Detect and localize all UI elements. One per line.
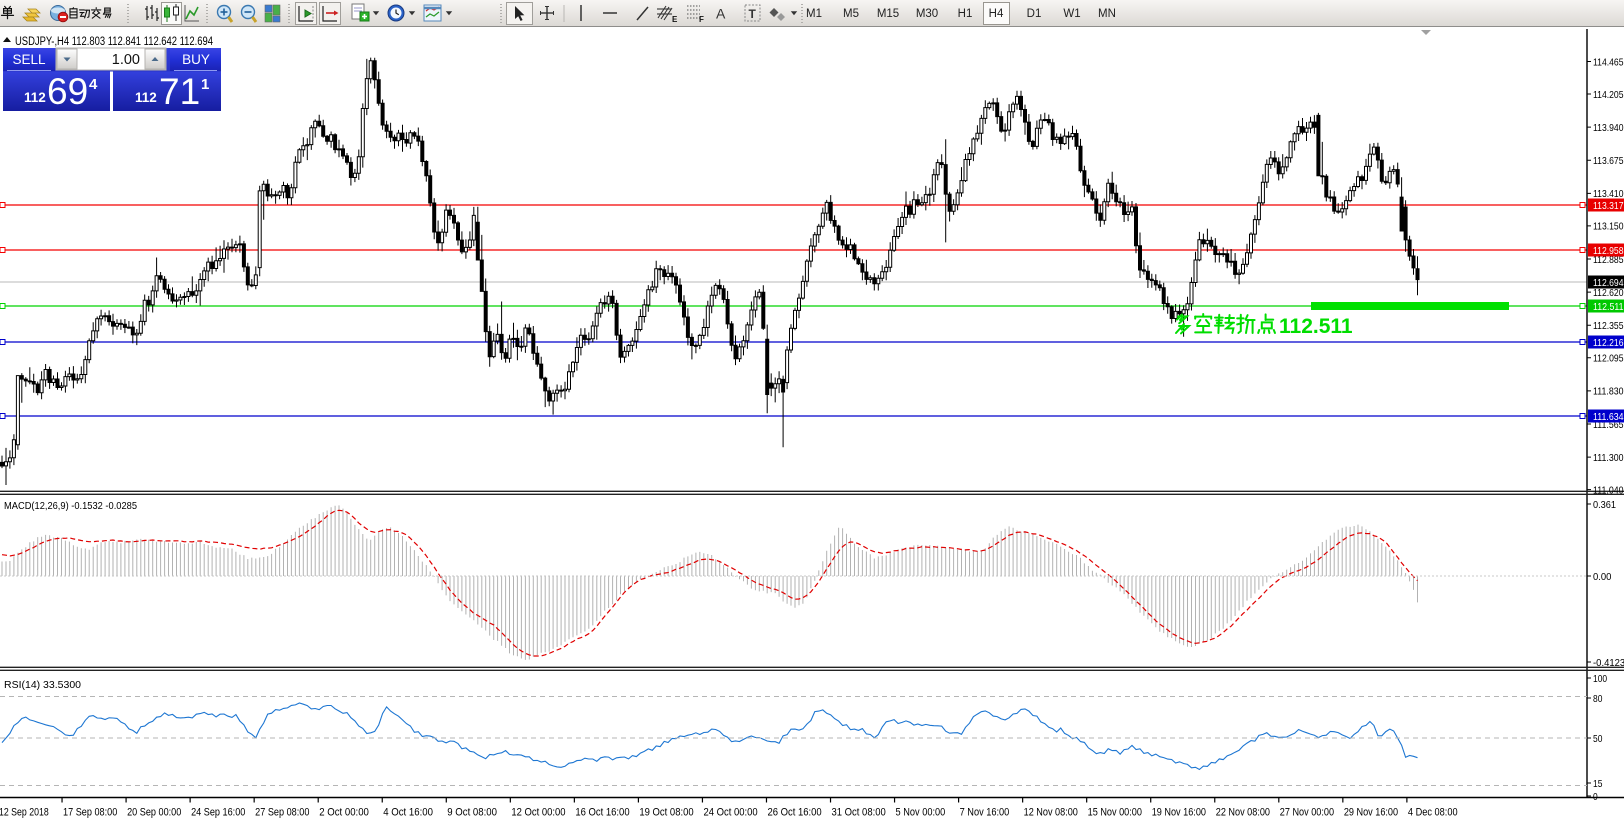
svg-text:5 Nov 00:00: 5 Nov 00:00 (896, 807, 946, 819)
svg-text:113.317: 113.317 (1593, 200, 1624, 212)
svg-text:15 Nov 00:00: 15 Nov 00:00 (1088, 807, 1142, 819)
svg-text:20 Sep 00:00: 20 Sep 00:00 (127, 807, 181, 819)
svg-text:T: T (749, 7, 757, 21)
svg-text:112.355: 112.355 (1593, 320, 1624, 332)
svg-text:MN: MN (1098, 8, 1116, 20)
svg-text:113.675: 113.675 (1593, 155, 1624, 167)
svg-text:24 Oct 00:00: 24 Oct 00:00 (703, 807, 757, 819)
svg-text:MACD(12,26,9) -0.1532 -0.0285: MACD(12,26,9) -0.1532 -0.0285 (4, 500, 137, 512)
svg-text:H1: H1 (958, 8, 973, 20)
svg-text:H4: H4 (989, 8, 1004, 20)
svg-text:113.410: 113.410 (1593, 188, 1624, 200)
svg-text:A: A (716, 6, 726, 22)
svg-text:4: 4 (89, 76, 98, 93)
svg-text:112.885: 112.885 (1593, 254, 1624, 266)
svg-text:50: 50 (1593, 733, 1603, 745)
svg-text:BUY: BUY (182, 52, 210, 67)
svg-text:0.361: 0.361 (1593, 499, 1616, 511)
svg-text:E: E (672, 15, 678, 24)
svg-text:114.205: 114.205 (1593, 89, 1624, 101)
svg-text:2 Oct 00:00: 2 Oct 00:00 (319, 807, 369, 819)
svg-text:12 Oct 00:00: 12 Oct 00:00 (511, 807, 565, 819)
svg-text:4 Oct 16:00: 4 Oct 16:00 (383, 807, 433, 819)
svg-text:112.694: 112.694 (1593, 277, 1624, 289)
svg-text:112.511: 112.511 (1593, 301, 1624, 313)
svg-text:112.216: 112.216 (1593, 337, 1624, 349)
svg-text:M30: M30 (916, 8, 938, 20)
svg-text:31 Oct 08:00: 31 Oct 08:00 (832, 807, 886, 819)
svg-text:16 Oct 16:00: 16 Oct 16:00 (575, 807, 629, 819)
svg-text:111.040: 111.040 (1593, 484, 1624, 496)
svg-text:80: 80 (1593, 693, 1603, 705)
svg-text:0.00: 0.00 (1593, 571, 1612, 583)
svg-text:19 Oct 08:00: 19 Oct 08:00 (639, 807, 693, 819)
svg-text:M1: M1 (806, 8, 822, 20)
svg-text:111.634: 111.634 (1593, 411, 1624, 423)
svg-text:1: 1 (201, 76, 209, 93)
svg-text:26 Oct 16:00: 26 Oct 16:00 (767, 807, 821, 819)
svg-text:100: 100 (1593, 673, 1607, 685)
svg-text:113.940: 113.940 (1593, 122, 1624, 134)
svg-text:113.150: 113.150 (1593, 221, 1624, 233)
svg-text:W1: W1 (1063, 8, 1080, 20)
svg-text:12 Sep 2018: 12 Sep 2018 (0, 807, 49, 819)
svg-text:112.620: 112.620 (1593, 287, 1624, 299)
svg-text:7 Nov 16:00: 7 Nov 16:00 (960, 807, 1010, 819)
svg-text:17 Sep 08:00: 17 Sep 08:00 (63, 807, 117, 819)
svg-text:M5: M5 (843, 8, 859, 20)
svg-text:27 Sep 08:00: 27 Sep 08:00 (255, 807, 309, 819)
svg-text:69: 69 (47, 71, 88, 112)
svg-text:27 Nov 00:00: 27 Nov 00:00 (1280, 807, 1334, 819)
svg-text:SELL: SELL (12, 52, 46, 67)
svg-text:22 Nov 08:00: 22 Nov 08:00 (1216, 807, 1270, 819)
svg-text:112: 112 (24, 90, 46, 105)
svg-text:111.830: 111.830 (1593, 386, 1624, 398)
svg-text:D1: D1 (1027, 8, 1042, 20)
svg-text:0: 0 (1593, 791, 1598, 803)
svg-text:4 Dec 08:00: 4 Dec 08:00 (1408, 807, 1458, 819)
svg-text:112.958: 112.958 (1593, 245, 1624, 257)
svg-text:114.465: 114.465 (1593, 56, 1624, 68)
svg-text:112.095: 112.095 (1593, 353, 1624, 365)
svg-text:F: F (699, 15, 704, 24)
svg-text:RSI(14) 33.5300: RSI(14) 33.5300 (4, 679, 81, 691)
svg-text:15: 15 (1593, 778, 1603, 790)
svg-text:112: 112 (135, 90, 157, 105)
svg-text:19 Nov 16:00: 19 Nov 16:00 (1152, 807, 1206, 819)
svg-text:M15: M15 (877, 8, 899, 20)
svg-text:12 Nov 08:00: 12 Nov 08:00 (1024, 807, 1078, 819)
svg-text:USDJPY-,H4 112.803 112.841 11: USDJPY-,H4 112.803 112.841 112.642 112.6… (15, 36, 213, 48)
svg-text:71: 71 (159, 71, 200, 112)
svg-text:111.300: 111.300 (1593, 452, 1624, 464)
svg-text:-0.4123: -0.4123 (1593, 657, 1624, 669)
svg-text:24 Sep 16:00: 24 Sep 16:00 (191, 807, 245, 819)
svg-text:29 Nov 16:00: 29 Nov 16:00 (1344, 807, 1398, 819)
svg-text:9 Oct 08:00: 9 Oct 08:00 (447, 807, 497, 819)
svg-text:1.00: 1.00 (112, 52, 140, 68)
svg-text:112.511: 112.511 (1279, 315, 1353, 338)
